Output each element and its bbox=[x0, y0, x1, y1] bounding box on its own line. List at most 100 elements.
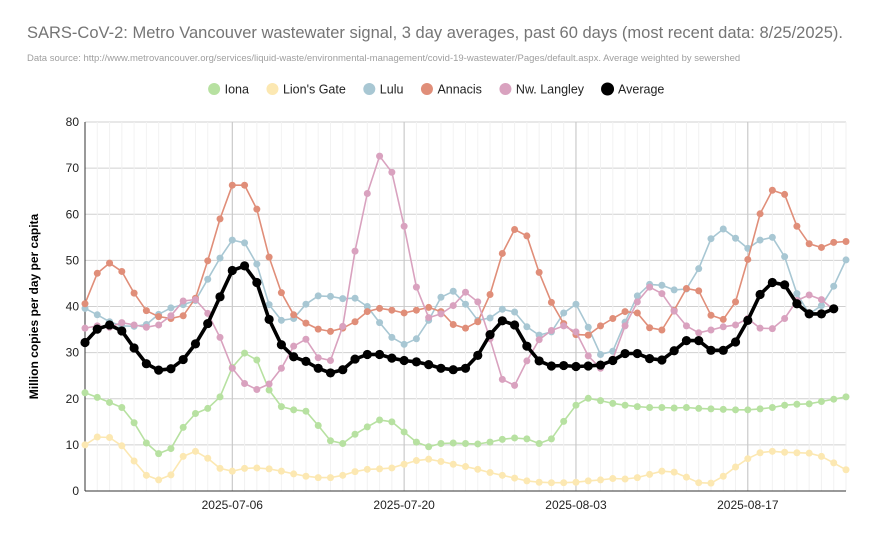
point-lulu bbox=[597, 350, 605, 358]
point-nw-langley bbox=[425, 314, 433, 322]
point-lulu bbox=[277, 316, 285, 324]
point-average bbox=[595, 360, 606, 370]
point-nw-langley bbox=[719, 323, 727, 331]
point-average bbox=[166, 364, 176, 374]
point-iona bbox=[191, 410, 199, 418]
x-tick-label: 2025-08-17 bbox=[717, 498, 779, 512]
point-lion-s-gate bbox=[179, 452, 187, 460]
point-average bbox=[767, 277, 777, 288]
point-nw-langley bbox=[682, 322, 690, 330]
point-average bbox=[399, 355, 409, 366]
point-lulu bbox=[167, 304, 175, 312]
point-lion-s-gate bbox=[425, 455, 433, 463]
point-lion-s-gate bbox=[744, 455, 752, 463]
point-average bbox=[276, 340, 286, 350]
point-average bbox=[534, 356, 544, 366]
point-lion-s-gate bbox=[167, 471, 175, 479]
point-nw-langley bbox=[633, 298, 641, 306]
point-average bbox=[669, 346, 679, 356]
point-lion-s-gate bbox=[241, 464, 249, 472]
point-annacis bbox=[142, 307, 150, 315]
point-annacis bbox=[842, 237, 850, 245]
point-lion-s-gate bbox=[486, 469, 494, 477]
point-nw-langley bbox=[462, 288, 469, 296]
point-lion-s-gate bbox=[412, 457, 420, 465]
point-iona bbox=[351, 430, 359, 438]
point-average bbox=[608, 355, 618, 366]
point-iona bbox=[412, 438, 420, 446]
point-lulu bbox=[314, 292, 322, 300]
point-lion-s-gate bbox=[670, 468, 678, 476]
point-lion-s-gate bbox=[93, 433, 101, 441]
point-average bbox=[804, 309, 814, 319]
point-lulu bbox=[732, 234, 740, 242]
point-lion-s-gate bbox=[339, 471, 347, 479]
point-annacis bbox=[241, 181, 249, 189]
point-nw-langley bbox=[81, 324, 89, 332]
point-iona bbox=[682, 404, 690, 412]
point-lulu bbox=[302, 300, 310, 308]
point-annacis bbox=[277, 289, 285, 297]
point-lulu bbox=[376, 319, 384, 327]
point-lulu bbox=[486, 314, 494, 322]
point-annacis bbox=[462, 324, 469, 332]
y-tick-label: 70 bbox=[66, 161, 80, 175]
legend-swatch-nw-langley bbox=[499, 83, 512, 95]
point-iona bbox=[265, 386, 273, 394]
point-nw-langley bbox=[376, 152, 384, 160]
point-lion-s-gate bbox=[462, 463, 469, 471]
point-annacis bbox=[781, 190, 789, 198]
point-iona bbox=[523, 435, 531, 443]
point-lulu bbox=[817, 302, 825, 310]
point-nw-langley bbox=[363, 189, 371, 197]
point-iona bbox=[646, 404, 654, 412]
point-lulu bbox=[400, 340, 408, 348]
point-iona bbox=[142, 439, 150, 447]
point-average bbox=[730, 337, 741, 347]
point-average bbox=[497, 316, 507, 326]
point-iona bbox=[339, 439, 347, 447]
point-average bbox=[424, 360, 434, 370]
point-annacis bbox=[351, 318, 359, 326]
point-lulu bbox=[339, 295, 347, 303]
point-annacis bbox=[400, 309, 408, 317]
point-average bbox=[583, 361, 593, 371]
x-tick-label: 2025-08-03 bbox=[545, 498, 607, 512]
point-iona bbox=[425, 443, 433, 451]
point-iona bbox=[842, 393, 850, 401]
point-annacis bbox=[547, 298, 555, 306]
point-lion-s-gate bbox=[719, 472, 727, 480]
point-average bbox=[190, 339, 201, 349]
point-lulu bbox=[756, 236, 764, 244]
point-iona bbox=[302, 407, 310, 415]
x-tick-label: 2025-07-20 bbox=[373, 498, 435, 512]
point-iona bbox=[437, 439, 445, 447]
point-iona bbox=[609, 399, 617, 407]
chart-subtitle: Data source: http://www.metrovancouver.o… bbox=[27, 53, 741, 64]
point-iona bbox=[830, 395, 838, 403]
point-iona bbox=[584, 394, 592, 402]
point-lion-s-gate bbox=[400, 460, 408, 468]
point-lion-s-gate bbox=[768, 447, 776, 455]
point-lulu bbox=[253, 260, 261, 268]
point-average bbox=[780, 280, 790, 290]
point-lion-s-gate bbox=[793, 449, 801, 457]
point-iona bbox=[277, 403, 285, 411]
point-lulu bbox=[412, 335, 420, 343]
point-iona bbox=[719, 405, 727, 413]
point-lion-s-gate bbox=[511, 474, 519, 482]
point-annacis bbox=[93, 269, 101, 277]
point-average bbox=[436, 363, 446, 373]
point-average bbox=[657, 355, 667, 365]
point-iona bbox=[498, 435, 506, 443]
point-iona bbox=[597, 397, 605, 405]
point-average bbox=[706, 345, 716, 355]
point-annacis bbox=[609, 314, 617, 322]
point-lion-s-gate bbox=[830, 459, 838, 467]
point-iona bbox=[106, 398, 114, 406]
point-nw-langley bbox=[560, 322, 568, 330]
point-lion-s-gate bbox=[216, 464, 224, 472]
point-iona bbox=[756, 405, 764, 413]
point-nw-langley bbox=[474, 298, 482, 306]
point-iona bbox=[793, 400, 801, 408]
